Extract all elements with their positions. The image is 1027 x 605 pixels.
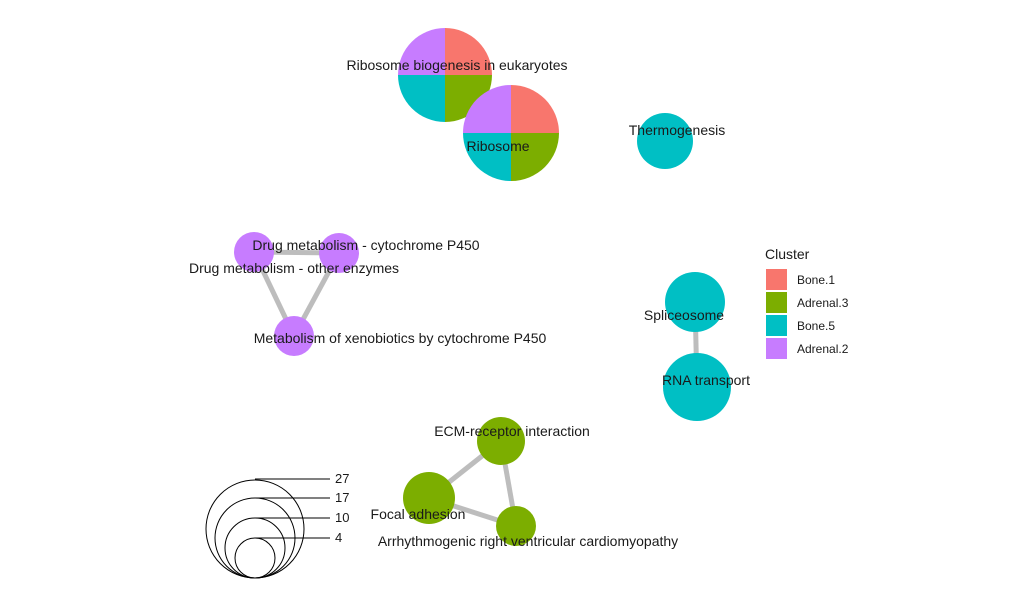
node-rna-transport bbox=[663, 353, 731, 421]
node-label-thermogenesis: Thermogenesis bbox=[629, 122, 726, 138]
node-drug-metabolism-cytochrome-p450 bbox=[234, 232, 274, 272]
edge-layer bbox=[251, 249, 700, 529]
node-label-spliceosome: Spliceosome bbox=[644, 307, 724, 323]
legend-swatch-bone-1 bbox=[766, 269, 787, 290]
legend-swatch-bone-5 bbox=[766, 315, 787, 336]
node-slice-ribosome-bone-1 bbox=[511, 85, 559, 133]
size-label-10: 10 bbox=[335, 510, 349, 525]
node-drug-metabolism-other-enzymes bbox=[319, 233, 359, 273]
node-ribosome bbox=[463, 85, 559, 181]
node-slice-ribosome-adrenal-2 bbox=[463, 85, 511, 133]
node-circle-spliceosome bbox=[665, 272, 725, 332]
node-focal-adhesion bbox=[403, 472, 455, 524]
node-label-focal-adhesion: Focal adhesion bbox=[371, 506, 466, 522]
node-thermogenesis bbox=[637, 113, 693, 169]
node-arrhythmogenic-right-ventricular-cardiomyopathy bbox=[496, 506, 536, 546]
legend-label-adrenal-3: Adrenal.3 bbox=[797, 296, 849, 310]
node-slice-ribosome-biogenesis-in-eukaryotes-bone-1 bbox=[445, 28, 492, 75]
node-slice-ribosome-biogenesis-in-eukaryotes-adrenal-2 bbox=[398, 28, 445, 75]
node-slice-ribosome-adrenal-3 bbox=[511, 133, 559, 181]
node-circle-drug-metabolism-cytochrome-p450 bbox=[234, 232, 274, 272]
size-legend: 27 17 10 4 bbox=[205, 471, 349, 579]
size-circle-27 bbox=[205, 479, 305, 579]
legend-swatch-adrenal-3 bbox=[766, 292, 787, 313]
node-label-metabolism-of-xenobiotics-by-cytochrome-p450: Metabolism of xenobiotics by cytochrome … bbox=[254, 330, 547, 346]
node-circle-focal-adhesion bbox=[403, 472, 455, 524]
node-label-drug-metabolism-other-enzymes: Drug metabolism - other enzymes bbox=[189, 260, 399, 276]
node-label-rna-transport: RNA transport bbox=[662, 372, 750, 388]
node-circle-thermogenesis bbox=[637, 113, 693, 169]
node-circle-metabolism-of-xenobiotics-by-cytochrome-p450 bbox=[274, 316, 314, 356]
node-label-arrhythmogenic-right-ventricular-cardiomyopathy: Arrhythmogenic right ventricular cardiom… bbox=[378, 533, 678, 549]
size-label-4: 4 bbox=[335, 530, 342, 545]
node-label-ribosome: Ribosome bbox=[466, 138, 529, 154]
size-circle-10 bbox=[224, 517, 286, 579]
legend-title: Cluster bbox=[765, 246, 810, 262]
node-circle-drug-metabolism-other-enzymes bbox=[319, 233, 359, 273]
legend-label-adrenal-2: Adrenal.2 bbox=[797, 342, 849, 356]
node-circle-rna-transport bbox=[663, 353, 731, 421]
node-circle-arrhythmogenic-right-ventricular-cardiomyopathy bbox=[496, 506, 536, 546]
node-ribosome-biogenesis-in-eukaryotes bbox=[398, 28, 492, 122]
size-label-17: 17 bbox=[335, 490, 349, 505]
cluster-legend: Cluster Bone.1 Adrenal.3 Bone.5 Adrenal.… bbox=[765, 246, 849, 359]
node-spliceosome bbox=[665, 272, 725, 332]
legend-swatch-adrenal-2 bbox=[766, 338, 787, 359]
label-layer: Ribosome biogenesis in eukaryotes Ribosom… bbox=[189, 57, 750, 549]
node-ecm-receptor-interaction bbox=[477, 417, 525, 465]
node-label-ribosome-biogenesis-in-eukaryotes: Ribosome biogenesis in eukaryotes bbox=[346, 57, 567, 73]
node-slice-ribosome-biogenesis-in-eukaryotes-adrenal-3 bbox=[445, 75, 492, 122]
node-metabolism-of-xenobiotics-by-cytochrome-p450 bbox=[274, 316, 314, 356]
node-slice-ribosome-biogenesis-in-eukaryotes-bone-5 bbox=[398, 75, 445, 122]
node-circle-ecm-receptor-interaction bbox=[477, 417, 525, 465]
legend-label-bone-5: Bone.5 bbox=[797, 319, 835, 333]
node-slice-ribosome-bone-5 bbox=[463, 133, 511, 181]
legend-label-bone-1: Bone.1 bbox=[797, 273, 835, 287]
node-label-drug-metabolism-cytochrome-p450: Drug metabolism - cytochrome P450 bbox=[252, 237, 479, 253]
node-label-ecm-receptor-interaction: ECM-receptor interaction bbox=[434, 423, 590, 439]
node-layer bbox=[234, 28, 731, 546]
size-circle-4 bbox=[234, 537, 276, 579]
size-label-27: 27 bbox=[335, 471, 349, 486]
